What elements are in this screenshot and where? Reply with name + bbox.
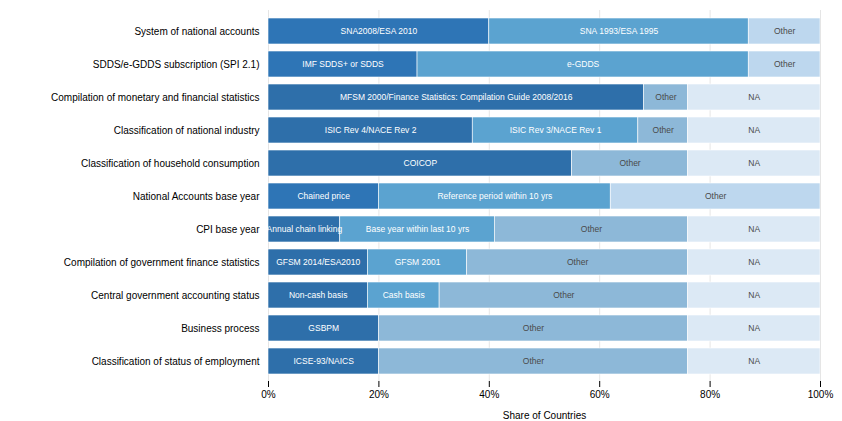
svg-text:Cash basis: Cash basis <box>383 290 425 300</box>
svg-text:Other: Other <box>653 125 674 135</box>
svg-text:Classification of household co: Classification of household consumption <box>81 158 259 169</box>
svg-text:GFSM 2001: GFSM 2001 <box>395 257 441 267</box>
svg-text:Classification of national ind: Classification of national industry <box>114 125 260 136</box>
svg-text:e-GDDS: e-GDDS <box>567 59 599 69</box>
svg-text:NA: NA <box>748 224 760 234</box>
svg-text:Other: Other <box>553 290 574 300</box>
svg-text:SNA2008/ESA 2010: SNA2008/ESA 2010 <box>341 26 418 36</box>
svg-text:NA: NA <box>748 323 760 333</box>
svg-text:COICOP: COICOP <box>404 158 438 168</box>
svg-text:Other: Other <box>619 158 640 168</box>
svg-text:0%: 0% <box>261 389 276 400</box>
svg-text:60%: 60% <box>590 389 610 400</box>
svg-text:Non-cash basis: Non-cash basis <box>289 290 348 300</box>
svg-text:GFSM 2014/ESA2010: GFSM 2014/ESA2010 <box>276 257 360 267</box>
svg-text:Other: Other <box>774 59 795 69</box>
svg-text:SDDS/e-GDDS subscription (SPI: SDDS/e-GDDS subscription (SPI 2.1) <box>93 59 260 70</box>
svg-text:NA: NA <box>748 290 760 300</box>
svg-text:NA: NA <box>748 257 760 267</box>
svg-text:ISIC Rev 3/NACE Rev 1: ISIC Rev 3/NACE Rev 1 <box>510 125 602 135</box>
svg-text:GSBPM: GSBPM <box>308 323 339 333</box>
svg-text:NA: NA <box>748 356 760 366</box>
svg-text:Reference period within 10 yrs: Reference period within 10 yrs <box>437 191 552 201</box>
svg-text:Other: Other <box>581 224 602 234</box>
svg-text:80%: 80% <box>700 389 720 400</box>
svg-text:ICSE-93/NAICS: ICSE-93/NAICS <box>293 356 354 366</box>
svg-text:Base year within last 10 yrs: Base year within last 10 yrs <box>366 224 469 234</box>
svg-text:Other: Other <box>774 26 795 36</box>
svg-text:Annual chain linking: Annual chain linking <box>267 224 343 234</box>
svg-text:Chained price: Chained price <box>297 191 350 201</box>
svg-text:SNA 1993/ESA 1995: SNA 1993/ESA 1995 <box>580 26 659 36</box>
svg-text:20%: 20% <box>369 389 389 400</box>
svg-text:Business process: Business process <box>181 323 259 334</box>
svg-text:National Accounts base year: National Accounts base year <box>133 191 260 202</box>
svg-text:Compilation of monetary and fi: Compilation of monetary and financial st… <box>51 92 259 103</box>
svg-text:System of national accounts: System of national accounts <box>134 26 259 37</box>
svg-text:Other: Other <box>523 323 544 333</box>
svg-text:Compilation of government fina: Compilation of government finance statis… <box>64 257 260 268</box>
svg-text:Central government accounting: Central government accounting status <box>91 290 259 301</box>
svg-text:NA: NA <box>748 125 760 135</box>
svg-text:IMF SDDS+ or SDDS: IMF SDDS+ or SDDS <box>302 59 384 69</box>
svg-text:40%: 40% <box>479 389 499 400</box>
svg-text:CPI base year: CPI base year <box>196 224 260 235</box>
svg-text:ISIC Rev 4/NACE Rev 2: ISIC Rev 4/NACE Rev 2 <box>325 125 417 135</box>
svg-text:Share of Countries: Share of Countries <box>503 410 586 421</box>
svg-text:MFSM 2000/Finance Statistics:: MFSM 2000/Finance Statistics: Compilatio… <box>340 92 573 102</box>
svg-text:Other: Other <box>705 191 726 201</box>
svg-text:Other: Other <box>567 257 588 267</box>
svg-text:Other: Other <box>655 92 676 102</box>
svg-text:Other: Other <box>523 356 544 366</box>
svg-text:100%: 100% <box>808 389 834 400</box>
svg-text:Classification of status of em: Classification of status of employment <box>92 356 260 367</box>
svg-text:NA: NA <box>748 92 760 102</box>
svg-text:NA: NA <box>748 158 760 168</box>
